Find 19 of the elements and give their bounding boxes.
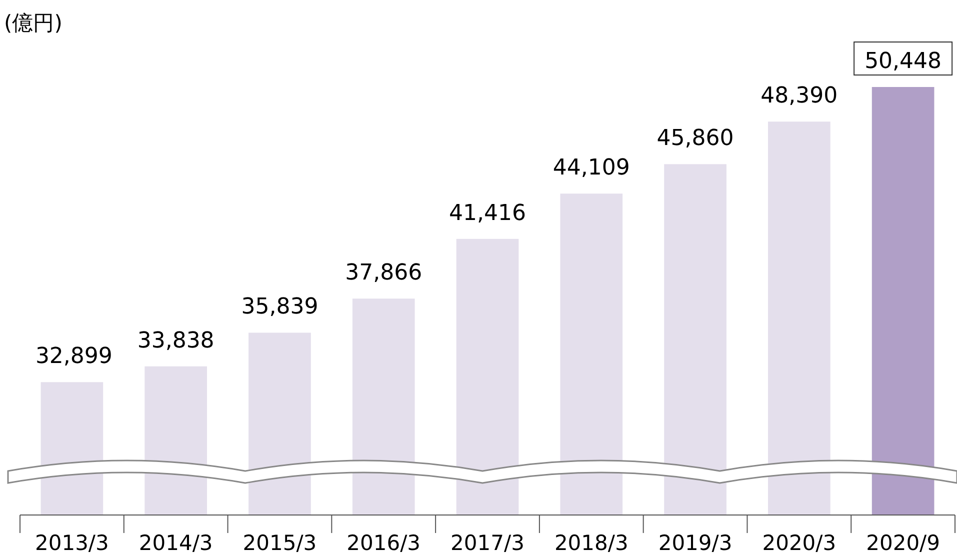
data-label: 33,838 xyxy=(137,328,214,354)
data-label: 32,899 xyxy=(35,344,112,370)
data-label: 44,109 xyxy=(552,156,630,181)
data-label: 50,448 xyxy=(864,49,942,74)
data-label: 48,390 xyxy=(760,84,838,109)
x-tick-label: 2019/3 xyxy=(658,531,732,555)
data-label: 45,860 xyxy=(656,126,734,152)
x-tick-label: 2016/3 xyxy=(346,531,421,555)
x-tick-label: 2020/9 xyxy=(866,531,940,555)
data-label: 37,866 xyxy=(345,260,422,286)
y-axis-title: (億円) xyxy=(4,11,62,35)
x-tick-label: 2020/3 xyxy=(762,531,836,555)
x-tick-label: 2017/3 xyxy=(450,531,524,555)
data-label: 35,839 xyxy=(241,294,318,320)
x-tick-label: 2013/3 xyxy=(35,531,109,555)
x-tick-label: 2015/3 xyxy=(242,531,317,555)
x-tick-label: 2018/3 xyxy=(554,531,628,555)
x-tick-label: 2014/3 xyxy=(138,531,213,555)
data-label: 41,416 xyxy=(449,200,526,226)
